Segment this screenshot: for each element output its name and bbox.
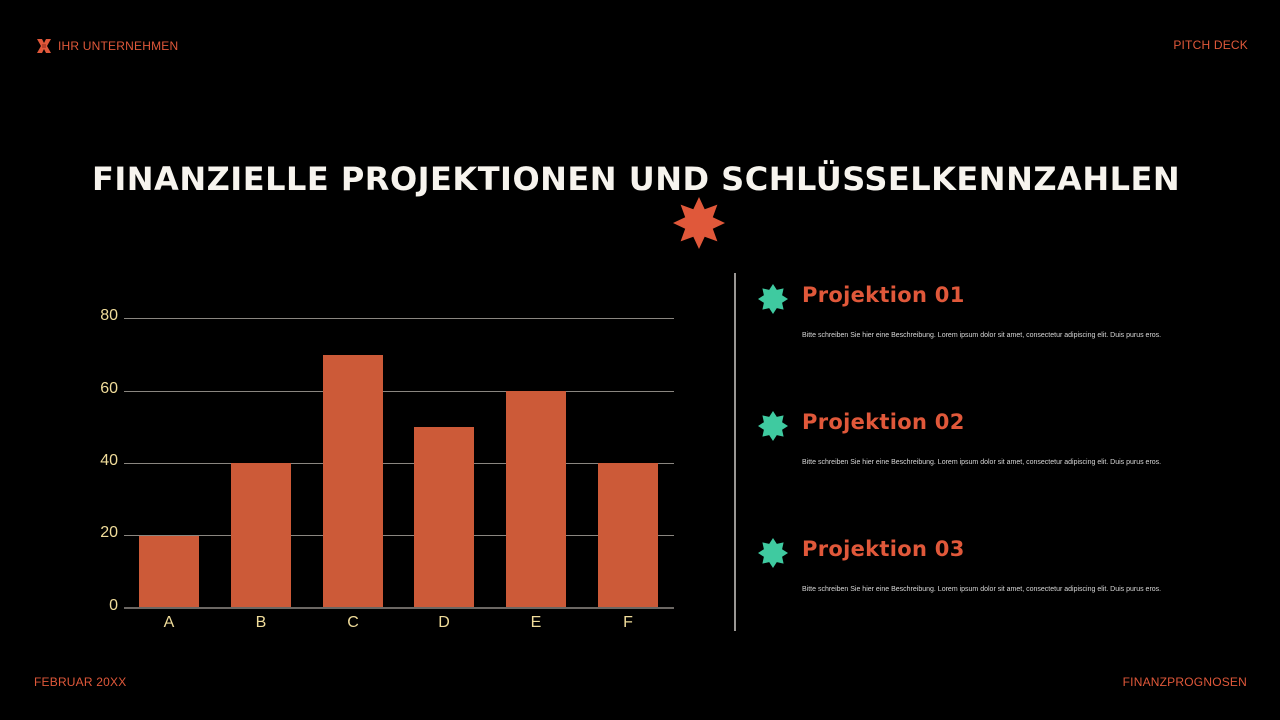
teal-star-icon: [758, 411, 788, 441]
gridline-80: [124, 318, 674, 319]
slide-title: FINANZIELLE PROJEKTIONEN UND SCHLÜSSELKE…: [92, 160, 1181, 198]
bar-d: [414, 427, 474, 608]
gridline-40: [124, 463, 674, 464]
projection-description: Bitte schreiben Sie hier eine Beschreibu…: [802, 332, 1162, 339]
projection-title: Projektion 03: [802, 537, 965, 561]
projection-title: Projektion 01: [802, 283, 965, 307]
bar-b: [231, 463, 291, 608]
y-tick-label: 80: [100, 307, 118, 324]
y-tick-label: 40: [100, 452, 118, 469]
company-name: IHR UNTERNEHMEN: [58, 39, 179, 53]
footer-date: FEBRUAR 20XX: [34, 675, 127, 689]
x-axis-baseline: [124, 607, 674, 609]
starburst-icon: [673, 197, 725, 249]
projection-description: Bitte schreiben Sie hier eine Beschreibu…: [802, 459, 1162, 466]
company-header: IHR UNTERNEHMEN: [36, 38, 178, 54]
x-tick-label: E: [530, 614, 542, 631]
bar-a: [139, 536, 199, 608]
x-tick-label: A: [163, 614, 175, 631]
bar-f: [598, 463, 658, 608]
teal-star-icon: [758, 284, 788, 314]
projection-description: Bitte schreiben Sie hier eine Beschreibu…: [802, 586, 1162, 593]
footer-section: FINANZPROGNOSEN: [1122, 675, 1247, 689]
deck-label: PITCH DECK: [1173, 38, 1248, 52]
x-tick-label: F: [623, 614, 633, 631]
gridline-60: [124, 391, 674, 392]
x-logo-icon: [37, 39, 51, 53]
teal-star-icon: [758, 538, 788, 568]
y-tick-label: 60: [100, 380, 118, 397]
projection-title: Projektion 02: [802, 410, 965, 434]
x-tick-label: D: [438, 614, 450, 631]
y-tick-label: 20: [100, 524, 118, 541]
bar-e: [506, 391, 566, 608]
bar-c: [323, 355, 383, 608]
bar-chart: 80 60 40 20 0 A B C D E F: [100, 307, 674, 631]
x-tick-label: C: [347, 614, 359, 631]
vertical-divider: [734, 273, 736, 631]
x-tick-label: B: [255, 614, 267, 631]
gridline-20: [124, 535, 674, 536]
y-tick-label: 0: [109, 597, 118, 614]
